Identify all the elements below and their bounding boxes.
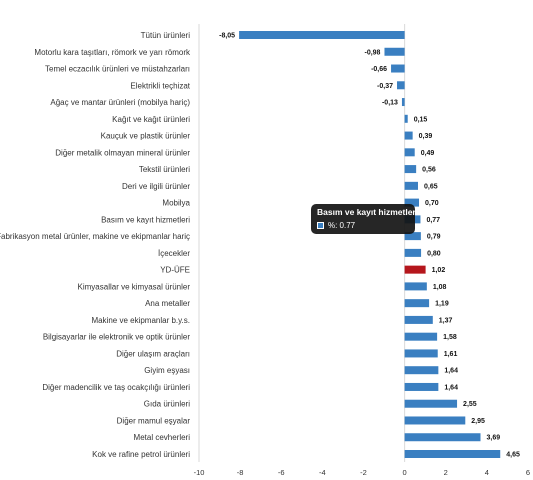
- data-label: 2,55: [463, 401, 477, 408]
- category-label: Tekstil ürünleri: [139, 165, 190, 174]
- category-label: YD-ÜFE: [160, 266, 190, 275]
- tooltip-row: %: 0.77: [317, 221, 409, 230]
- data-label: -0,66: [371, 66, 387, 73]
- category-label: Kimyasallar ve kimyasal ürünler: [78, 282, 191, 291]
- x-tick-label: -8: [237, 468, 244, 477]
- data-label: 0,65: [424, 183, 438, 190]
- data-label: 1,37: [439, 317, 453, 324]
- data-label: -0,37: [377, 83, 393, 90]
- category-label: Ana metaller: [145, 299, 190, 308]
- data-label: 0,15: [414, 116, 428, 123]
- category-label: Diğer madencilik ve taş ocakçılığı ürünl…: [42, 383, 190, 392]
- bar: [404, 248, 422, 257]
- data-label: 1,58: [443, 334, 457, 341]
- tooltip-swatch: [317, 222, 324, 229]
- x-tick-label: 4: [485, 468, 489, 477]
- data-label: 1,19: [435, 301, 449, 308]
- bar: [384, 47, 405, 56]
- data-label: 0,77: [426, 217, 440, 224]
- data-label: 3,69: [487, 435, 501, 442]
- category-label: Gıda ürünleri: [144, 400, 190, 409]
- category-label: Makine ve ekipmanlar b.y.s.: [91, 316, 190, 325]
- data-label: -8,05: [219, 33, 235, 40]
- category-label: Motorlu kara taşıtları, römork ve yarı r…: [34, 48, 191, 57]
- bar: [404, 416, 466, 425]
- x-tick-label: -2: [360, 468, 367, 477]
- tooltip-title: Basım ve kayıt hizmetleri: [317, 207, 419, 217]
- bar: [404, 450, 501, 458]
- bar-highlight: [404, 265, 426, 274]
- tooltip: Basım ve kayıt hizmetleri %: 0.77: [311, 204, 419, 234]
- category-label: Kauçuk ve plastik ürünler: [101, 132, 191, 141]
- bar: [404, 433, 481, 442]
- data-label: 1,64: [444, 384, 458, 391]
- category-label: Deri ve ilgili ürünler: [122, 182, 190, 191]
- bar: [404, 332, 438, 341]
- category-label: Diğer mamul eşyalar: [117, 416, 191, 425]
- data-label: 0,39: [419, 133, 433, 140]
- x-tick-label: -10: [194, 468, 205, 477]
- bar: [404, 382, 439, 391]
- bar: [404, 315, 433, 324]
- x-tick-label: 0: [403, 468, 407, 477]
- category-label: İçecekler: [158, 249, 190, 258]
- data-label: 0,56: [422, 167, 436, 174]
- category-label: Basım ve kayıt hizmetleri: [101, 215, 190, 224]
- tooltip-value: %: 0.77: [328, 221, 356, 230]
- bar: [404, 282, 427, 291]
- data-label: 1,08: [433, 284, 447, 291]
- x-tick-label: 2: [444, 468, 448, 477]
- category-label: Mobilya: [162, 199, 190, 208]
- bar: [404, 366, 439, 375]
- data-label: 0,79: [427, 234, 441, 241]
- bar: [397, 81, 405, 90]
- bar: [404, 165, 417, 174]
- category-label: Metal cevherleri: [134, 433, 191, 442]
- bar: [404, 131, 413, 140]
- data-label: 0,49: [421, 150, 435, 157]
- category-label: Bilgisayarlar ile elektronik ve optik ür…: [43, 333, 191, 342]
- x-tick-label: -4: [319, 468, 326, 477]
- bar: [404, 399, 458, 408]
- category-label: Fabrikasyon metal ürünler, makine ve eki…: [0, 232, 190, 241]
- category-label: Diğer ulaşım araçları: [116, 349, 190, 358]
- category-label: Diğer metalik olmayan mineral ürünler: [55, 148, 190, 157]
- data-label: 1,61: [444, 351, 458, 358]
- category-label: Temel eczacılık ürünleri ve müstahzarlar…: [45, 65, 190, 74]
- data-label: 2,95: [471, 418, 485, 425]
- category-label: Ağaç ve mantar ürünleri (mobilya hariç): [50, 98, 190, 107]
- category-label: Kağıt ve kağıt ürünleri: [112, 115, 190, 124]
- data-label: -0,13: [382, 100, 398, 107]
- category-label: Giyim eşyası: [144, 366, 190, 375]
- bar: [404, 198, 420, 207]
- data-label: 4,65: [506, 452, 520, 459]
- bar: [404, 114, 408, 123]
- bar: [404, 299, 430, 308]
- data-label: 1,02: [432, 267, 446, 274]
- category-label: Kok ve rafine petrol ürünleri: [92, 450, 190, 459]
- x-tick-label: -6: [278, 468, 285, 477]
- data-label: 0,80: [427, 250, 441, 257]
- category-label: Tütün ürünleri: [141, 31, 191, 40]
- data-label: -0,98: [365, 49, 381, 56]
- x-tick-label: 6: [526, 468, 530, 477]
- data-label: 0,70: [425, 200, 439, 207]
- bar: [404, 232, 421, 241]
- bar: [391, 64, 405, 73]
- bar: [404, 181, 418, 190]
- category-label: Elektrikli teçhizat: [130, 81, 190, 90]
- bar: [404, 349, 438, 358]
- data-label: 1,64: [444, 368, 458, 375]
- bar: [404, 148, 415, 157]
- bar: [239, 31, 405, 39]
- bar: [401, 98, 405, 107]
